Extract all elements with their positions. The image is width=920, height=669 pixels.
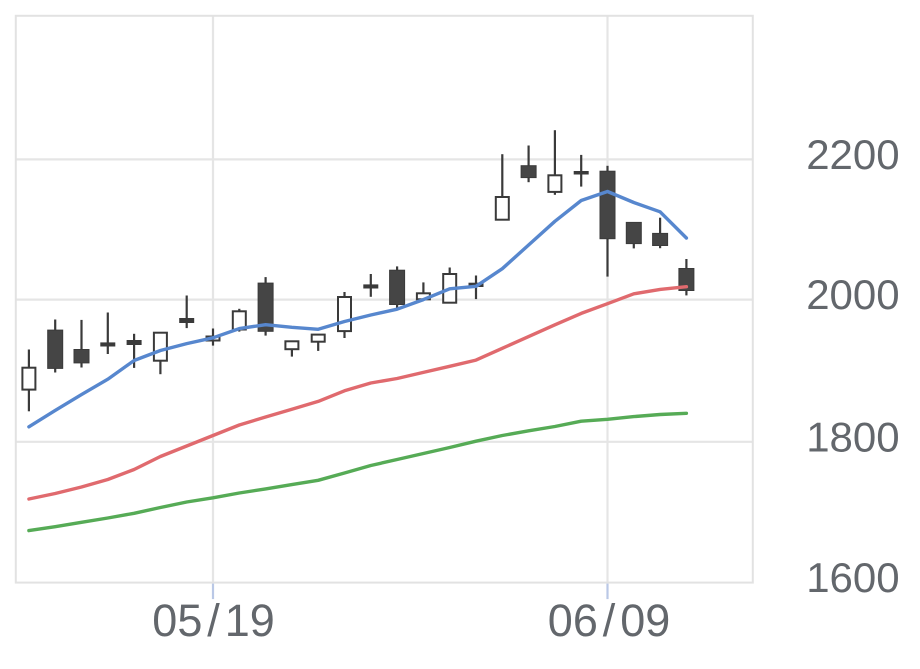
svg-text:1600: 1600 (806, 554, 899, 601)
svg-text:/: / (603, 595, 616, 646)
svg-text:/: / (207, 595, 220, 646)
svg-text:09: 09 (620, 595, 670, 646)
svg-text:1800: 1800 (806, 413, 899, 460)
svg-text:19: 19 (225, 595, 275, 646)
svg-text:2000: 2000 (806, 271, 899, 318)
svg-text:05: 05 (152, 595, 202, 646)
svg-text:2200: 2200 (806, 131, 899, 178)
svg-text:06: 06 (548, 595, 598, 646)
